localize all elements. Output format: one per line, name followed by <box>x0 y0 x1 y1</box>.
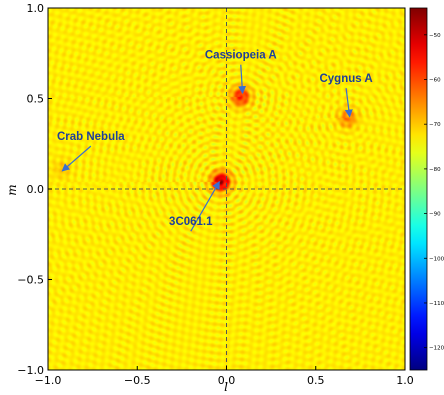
colorbar-tick-label: −80 <box>429 167 441 173</box>
source-annotations: Cassiopeia A Cygnus A Crab Nebula 3C061.1 <box>57 50 373 232</box>
y-axis: −1.0 −0.5 0.0 0.5 1.0 <box>17 2 52 377</box>
y-tick-label: 0.5 <box>27 93 45 106</box>
crosshair <box>48 8 405 370</box>
colorbar-tick-label: −60 <box>429 78 441 84</box>
x-tick-label: 0.5 <box>307 374 325 387</box>
colorbar-tick-label: −120 <box>429 346 444 352</box>
x-axis: −1.0 −0.5 0.0 0.5 1.0 <box>35 366 414 387</box>
x-axis-label: l <box>224 380 228 394</box>
colorbar-tick-label: −70 <box>429 122 441 128</box>
y-axis-label: m <box>5 184 19 195</box>
colorbar: −50 −60 −70 −80 −90 −100 −110 −120 <box>409 7 444 371</box>
y-tick-label: −1.0 <box>17 364 44 377</box>
y-tick-label: 0.0 <box>27 183 45 196</box>
colorbar-tick-label: −50 <box>429 33 441 39</box>
y-tick-label: −0.5 <box>17 274 44 287</box>
annotation-arrow <box>61 145 92 172</box>
annotation-label: Cassiopeia A <box>205 50 277 62</box>
annotation-label: 3C061.1 <box>169 216 213 228</box>
colorbar-ticks: −50 −60 −70 −80 −90 −100 −110 −120 <box>424 33 444 352</box>
annotation-arrow <box>238 64 247 95</box>
colorbar-tick-label: −100 <box>429 256 444 262</box>
x-tick-label: −0.5 <box>124 374 151 387</box>
x-tick-label: −1.0 <box>35 374 62 387</box>
annotation-arrow <box>190 180 220 232</box>
x-tick-label: 0.0 <box>218 374 236 387</box>
colorbar-gradient <box>409 7 428 371</box>
plot-area: −1.0 −0.5 0.0 0.5 1.0 −1.0−0.50.00.51.0 l m … <box>5 2 414 394</box>
colorbar-tick-label: −110 <box>429 301 444 307</box>
y-tick-label: 1.0 <box>27 2 45 15</box>
x-tick-label: 1.0 <box>396 374 414 387</box>
colorbar-tick-label: −90 <box>429 212 441 218</box>
annotation-label: Cygnus A <box>319 73 372 85</box>
annotation-arrow <box>344 88 353 118</box>
annotation-label: Crab Nebula <box>57 131 125 143</box>
